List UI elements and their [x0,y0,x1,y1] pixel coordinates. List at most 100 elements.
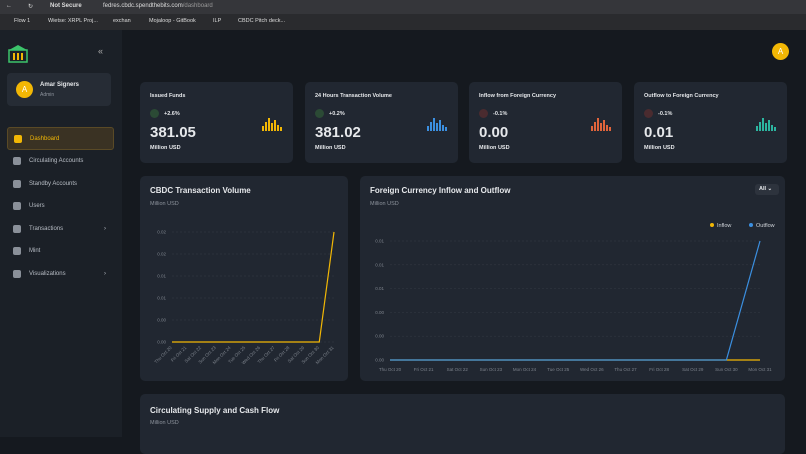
filter-dropdown[interactable]: All ⌄ [755,184,779,195]
spark-bar [771,125,773,131]
nav-item[interactable]: Mint [7,240,112,261]
x-tick-label: Mon Oct 31 [748,367,772,372]
spark-bar [774,127,776,131]
url-path: /dashboard [182,3,213,9]
x-tick-label: Sat Oct 22 [447,367,469,372]
bookmarks-bar: Flow 1 Wietse: XRPL Proj... exchan Mojal… [0,14,806,30]
nav-item[interactable]: Transactions › [7,218,112,239]
user-role: Admin [40,92,55,98]
url-host: fedres.cbdc.spendthebits.com [103,3,183,9]
panel-subtitle: Million USD [150,201,179,207]
card-change: -0.1% [658,111,673,117]
change-icon [150,109,159,118]
user-box: A Amar Signers Admin [7,73,111,106]
header-avatar[interactable]: A [772,43,789,60]
bookmark[interactable]: Wietse: XRPL Proj... [48,18,98,24]
spark-bar [262,126,264,131]
y-tick-label: 0.00 [157,318,166,323]
y-tick-label: 0.01 [375,286,384,291]
user-avatar: A [16,81,33,98]
card-unit: Million USD [644,145,675,151]
url[interactable]: fedres.cbdc.spendthebits.com/dashboard [103,3,213,9]
x-tick-label: Sun Oct 23 [480,367,503,372]
spark-bar [759,122,761,131]
y-tick-label: 0.01 [375,262,384,267]
x-tick-label: Fri Oct 28 [649,367,669,372]
card-unit: Million USD [479,145,510,151]
stat-card: Outflow to Foreign Currency -0.1% 0.01 Mill… [634,82,787,163]
x-tick-label: Tue Oct 25 [547,367,570,372]
y-tick-label: 0.00 [375,358,384,363]
spark-bar [594,122,596,131]
back-button[interactable]: ← [6,3,12,9]
logo [8,45,28,63]
card-value: 0.00 [479,124,509,141]
bookmark[interactable]: Mojaloop - GitBook [149,18,196,24]
spark-bar [762,118,764,131]
card-change: +0.2% [329,111,345,117]
nav-label: Mint [29,247,41,254]
nav-label: Circulating Accounts [29,157,84,164]
nav-item[interactable]: Visualizations › [7,263,112,284]
volume-panel: CBDC Transaction Volume Million USD [140,176,348,381]
spark-bar [603,120,605,131]
y-tick-label: 0.01 [375,239,384,244]
spark-bar [271,123,273,131]
bookmark[interactable]: Flow 1 [14,18,31,24]
bookmark[interactable]: CBDC Pitch deck... [238,18,286,24]
bookmark[interactable]: ILP [213,18,222,24]
spark-bar [268,118,270,131]
legend-label: Outflow [756,223,775,229]
sparkline-icon [591,118,611,131]
sparkline-icon [427,118,447,131]
y-tick-label: 0.00 [375,310,384,315]
nav-item[interactable]: Users [7,195,112,216]
x-tick-label: Wed Oct 26 [580,367,604,372]
card-unit: Million USD [315,145,346,151]
spark-bar [427,126,429,131]
panel-title: Circulating Supply and Cash Flow [150,406,280,415]
bookmark[interactable]: exchan [113,18,131,24]
spark-bar [600,123,602,131]
y-tick-label: 0.00 [157,340,166,345]
x-tick-label: Sun Oct 30 [715,367,738,372]
card-title: Outflow to Foreign Currency [644,93,719,99]
panel-title: CBDC Transaction Volume [150,186,251,195]
card-change: -0.1% [493,111,508,117]
spark-bar [433,118,435,131]
spark-bar [430,122,432,131]
security-label[interactable]: Not Secure [50,3,82,9]
spark-bar [591,126,593,131]
nav-label: Standby Accounts [29,180,78,187]
x-tick-label: Mon Oct 24 [513,367,537,372]
card-title: Issued Funds [150,93,186,99]
charts-layer: 0.00 0.00 0.01 0.01 0.02 0.02 Thu Oct 20 Fri Oc… [153,223,775,372]
y-tick-label: 0.01 [157,296,166,301]
card-title: 24 Hours Transaction Volume [315,93,392,99]
spark-bar [280,127,282,131]
user-name: Amar Signers [40,82,80,88]
nav-label: Dashboard [30,135,60,142]
reload-button[interactable]: ↻ [28,4,34,10]
card-value: 381.02 [315,124,361,141]
spark-bar [277,125,279,131]
x-tick-label: Thu Oct 20 [153,345,173,365]
spark-bar [442,125,444,131]
card-change: +2.6% [164,111,180,117]
spark-bar [606,125,608,131]
spark-bar [445,127,447,131]
collapse-button[interactable]: « [98,46,104,56]
card-value: 0.01 [644,124,674,141]
nav-item[interactable]: Dashboard [7,127,114,150]
panel-subtitle: Million USD [150,420,179,426]
change-icon [644,109,653,118]
spark-bar [768,120,770,131]
x-tick-label: Thu Oct 20 [379,367,402,372]
spark-bar [265,122,267,131]
spark-bar [765,123,767,131]
nav-item[interactable]: Circulating Accounts [7,150,112,171]
nav-item[interactable]: Standby Accounts [7,173,112,194]
stat-card: 24 Hours Transaction Volume +0.2% 381.02 Mi… [305,82,458,163]
foreign-panel: Foreign Currency Inflow and Outflow Mill… [360,176,785,381]
